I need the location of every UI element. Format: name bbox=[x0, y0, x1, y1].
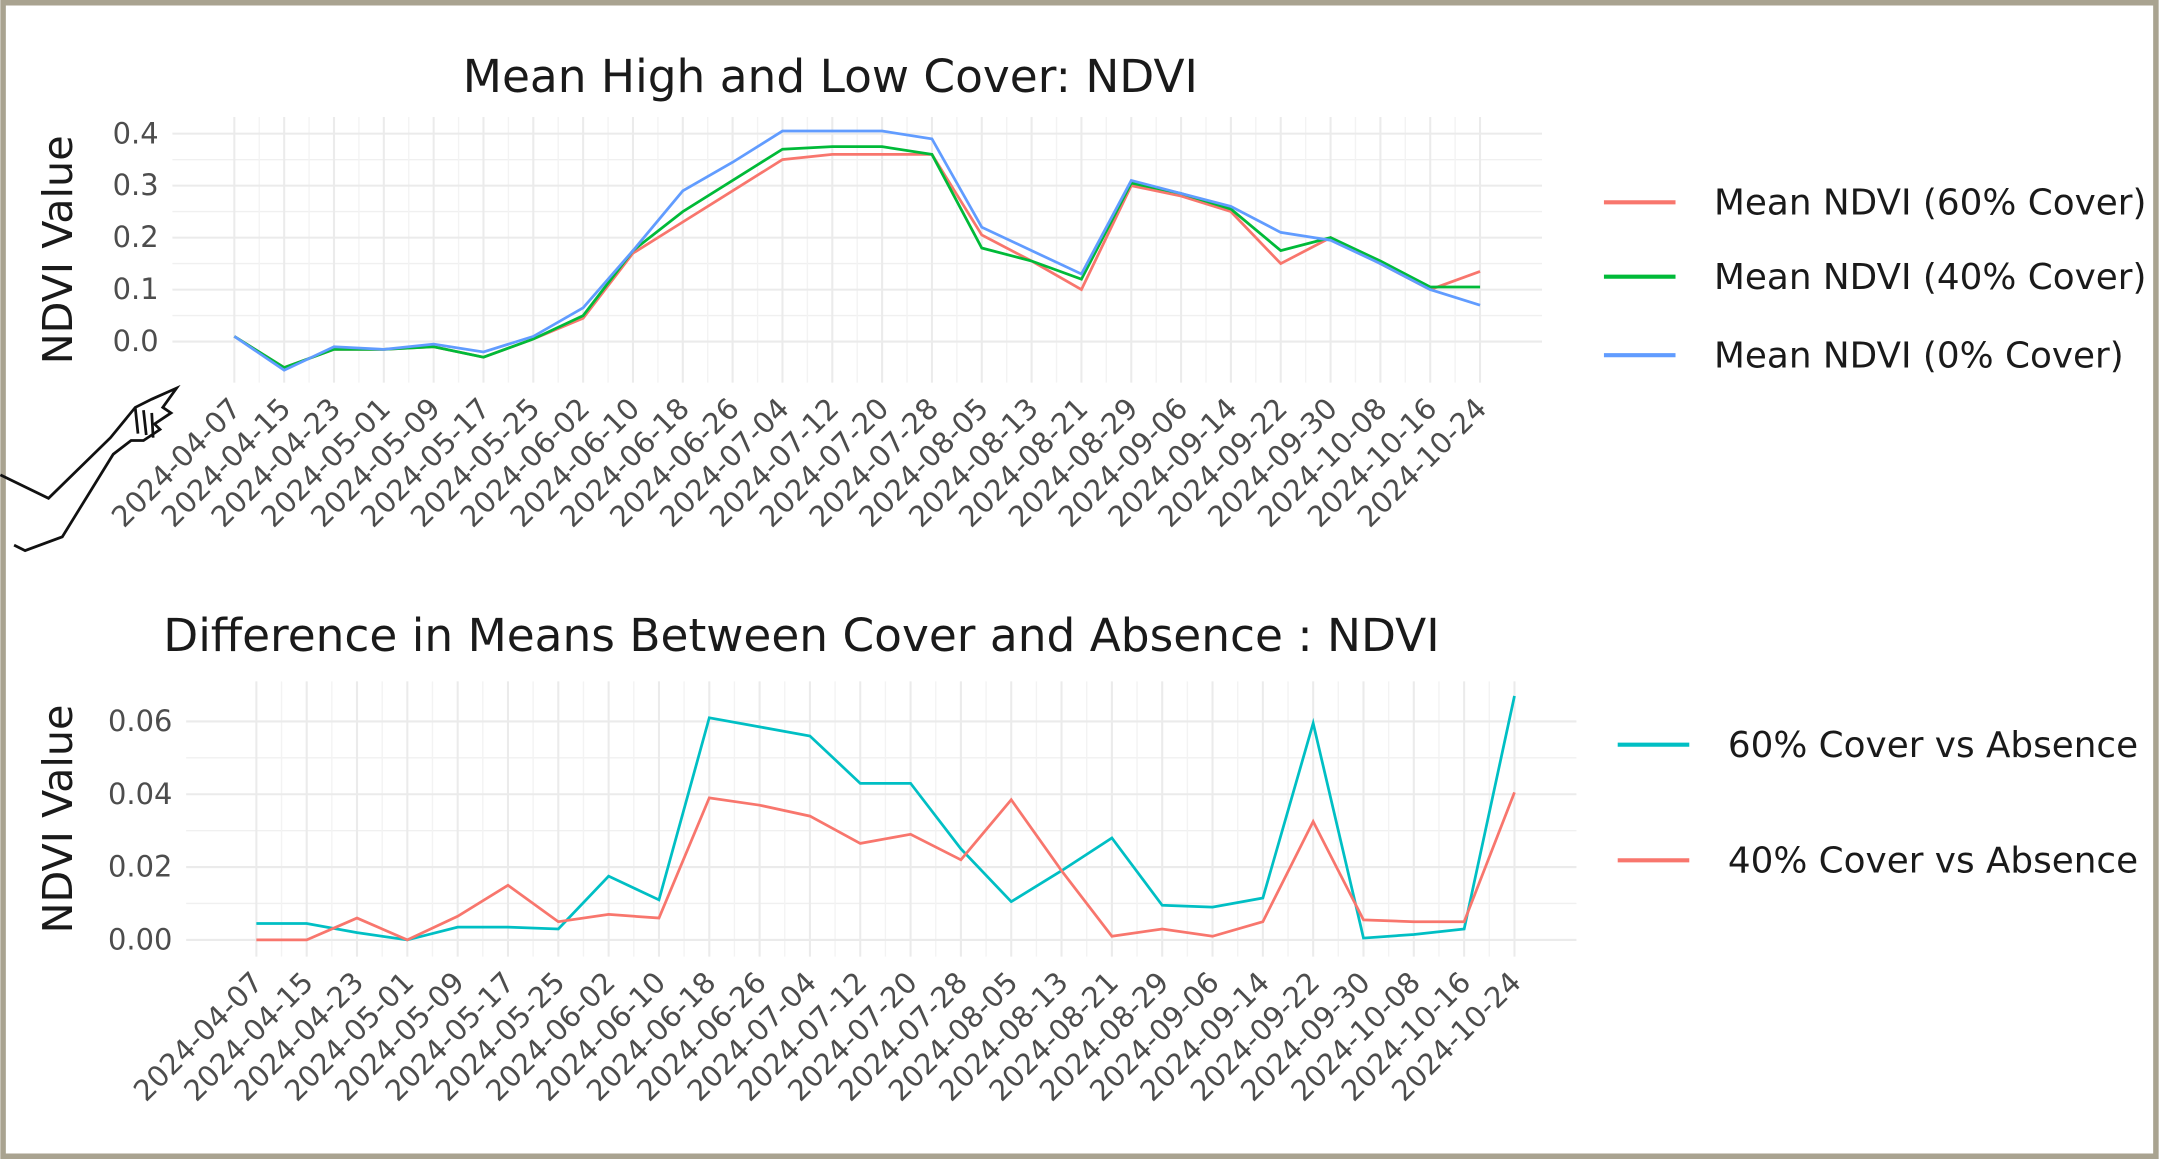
legend-label: 40% Cover vs Absence bbox=[1728, 841, 2138, 882]
series-line bbox=[256, 695, 1516, 942]
legend-label: Mean NDVI (60% Cover) bbox=[1714, 183, 2146, 224]
y-tick-label: 0.06 bbox=[108, 704, 172, 738]
series-line bbox=[233, 129, 1481, 372]
y-tick-label: 0.04 bbox=[108, 777, 172, 811]
y-tick-label: 0.00 bbox=[108, 923, 172, 957]
chart-title: Difference in Means Between Cover and Ab… bbox=[163, 609, 1439, 662]
legend-label: Mean NDVI (40% Cover) bbox=[1714, 257, 2146, 298]
legend-label: 60% Cover vs Absence bbox=[1728, 725, 2138, 766]
y-tick-label: 0.4 bbox=[113, 116, 159, 150]
y-axis-label: NDVI Value bbox=[34, 705, 82, 934]
legend-label: Mean NDVI (0% Cover) bbox=[1714, 336, 2124, 377]
y-tick-label: 0.02 bbox=[108, 850, 172, 884]
y-tick-label: 0.1 bbox=[113, 272, 159, 306]
hand-sketch bbox=[0, 384, 181, 553]
chart-title: Mean High and Low Cover: NDVI bbox=[463, 50, 1198, 103]
series-line bbox=[256, 791, 1516, 942]
y-tick-label: 0.0 bbox=[113, 324, 159, 358]
y-tick-label: 0.3 bbox=[113, 168, 159, 202]
series-line bbox=[233, 145, 1481, 370]
y-tick-label: 0.2 bbox=[113, 220, 159, 254]
y-axis-label: NDVI Value bbox=[34, 135, 82, 364]
